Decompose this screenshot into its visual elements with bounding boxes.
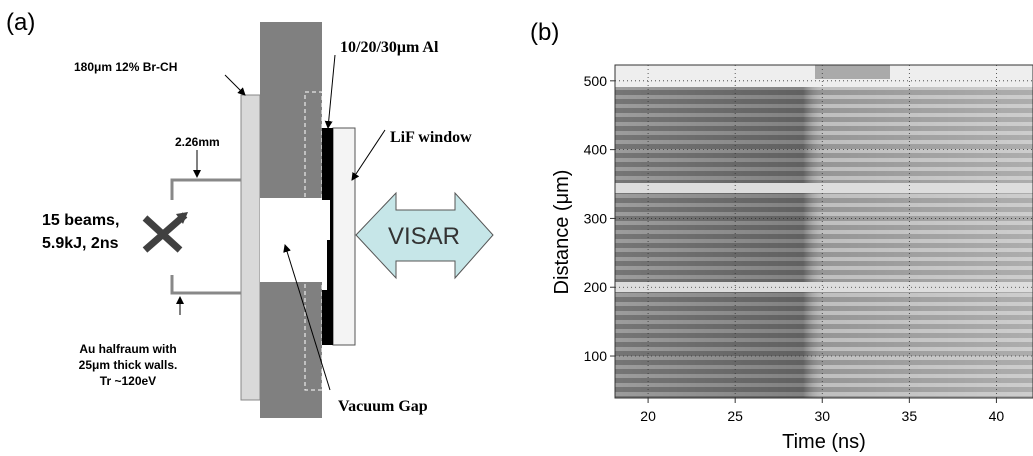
beam-cross [142,212,188,253]
label: 25μm thick walls. [79,358,178,372]
label: Vacuum Gap [338,398,428,415]
ablator-plate [240,94,261,401]
label: VISAR [388,223,460,250]
y-tick-label: 200 [584,279,608,295]
leaders [176,54,386,391]
y-tick-label: 500 [584,73,608,89]
hohlraum-wall [170,178,241,295]
x-axis-title: Time (ns) [782,431,866,453]
beam-arrowhead [176,212,188,224]
label: 2.26mm [175,135,220,149]
label: Au halfraum with [79,342,176,356]
x-tick-label: 35 [902,408,918,424]
label: LiF window [390,129,472,146]
lif-window [332,127,356,346]
streak-image [614,64,1033,399]
panel-label: (b) [530,19,559,46]
label: 15 beams, [42,212,119,229]
label: 180μm 12% Br-CH [74,60,177,74]
panel-label: (a) [6,9,35,36]
x-tick-label: 40 [989,408,1005,424]
y-tick-label: 100 [584,348,608,364]
y-tick-label: 300 [584,210,608,226]
dashed-outline [304,91,323,391]
aluminum-steps [322,128,333,345]
visar-arrow [355,191,494,280]
vacuum-gap [260,198,332,282]
label: Tr ~120eV [100,374,156,388]
label: 10/20/30μm Al [340,39,439,56]
x-tick-label: 25 [727,408,743,424]
y-tick-label: 400 [584,142,608,158]
y-axis-title: Distance (μm) [551,170,573,295]
label: 5.9kJ, 2ns [42,235,119,252]
x-tick-label: 30 [814,408,830,424]
x-tick-label: 20 [640,408,656,424]
